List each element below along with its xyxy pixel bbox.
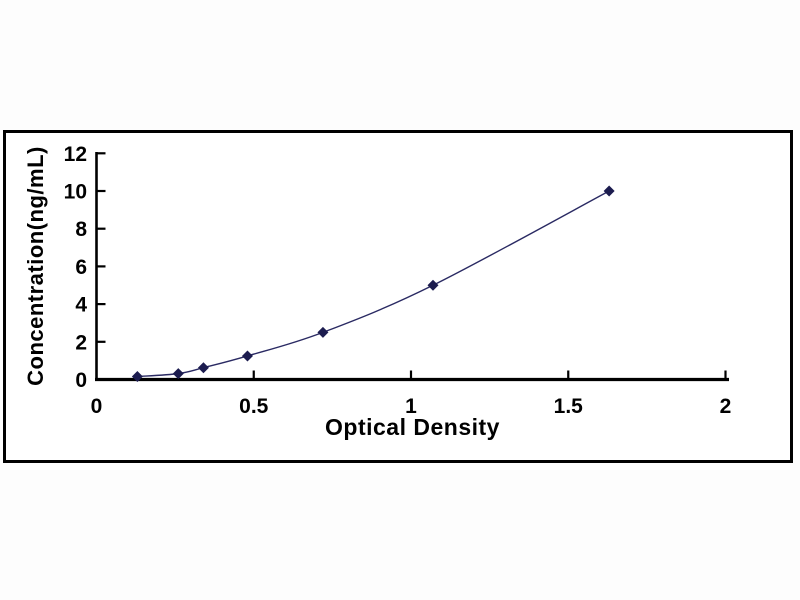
data-point-marker (172, 368, 184, 380)
x-tick-label: 0 (91, 395, 103, 418)
data-point-marker (131, 371, 143, 383)
y-tick-label: 8 (75, 218, 87, 241)
x-tick-label: 2 (720, 395, 732, 418)
x-axis-title: Optical Density (325, 414, 500, 440)
y-tick-label: 12 (64, 143, 87, 166)
chart-frame (3, 130, 793, 463)
data-point-marker (603, 185, 615, 197)
x-tick-label: 1 (405, 395, 417, 418)
y-tick-label: 2 (75, 331, 87, 354)
data-point-marker (317, 326, 329, 338)
y-tick-label: 4 (75, 294, 87, 317)
data-point-marker (197, 362, 209, 374)
y-tick-label: 0 (75, 369, 87, 392)
series-line (137, 190, 610, 378)
y-axis-title: Concentration(ng/mL) (23, 146, 48, 386)
data-point-marker (241, 350, 253, 362)
x-tick-label: 0.5 (239, 395, 269, 418)
y-tick-label: 6 (75, 256, 87, 279)
data-point-marker (427, 279, 439, 291)
y-tick-label: 10 (64, 181, 87, 204)
x-tick-label: 1.5 (554, 395, 584, 418)
